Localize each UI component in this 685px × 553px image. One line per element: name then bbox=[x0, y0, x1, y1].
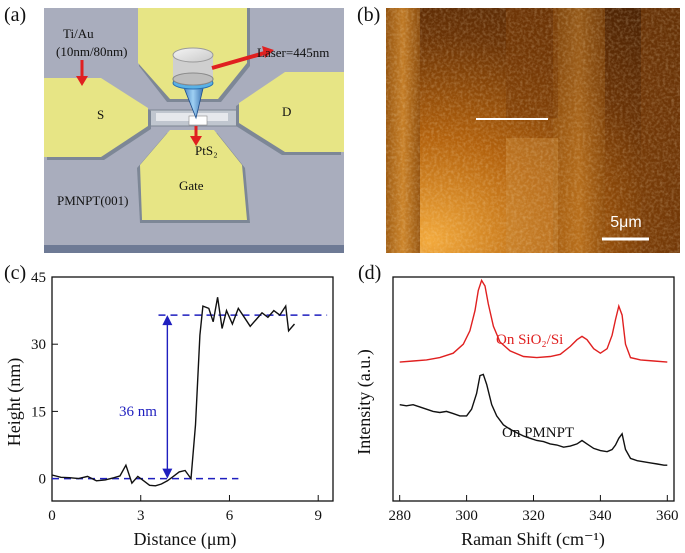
step-height-annotation: 36 nm bbox=[119, 404, 157, 420]
laser-label: Laser=445nm bbox=[257, 45, 329, 60]
panel-c-label: (c) bbox=[4, 262, 27, 284]
x-tick-label: 340 bbox=[589, 508, 612, 524]
annotation-arrows bbox=[76, 46, 274, 146]
height-profile-chart: 0 3 6 9 0 15 30 45 Distance (μm) Height (nm) 36… bbox=[4, 270, 334, 550]
y-tick-label: 15 bbox=[31, 404, 46, 420]
raman-line-sio2 bbox=[399, 278, 668, 363]
raman-line-pmnpt bbox=[399, 373, 668, 466]
y-tick-label: 0 bbox=[39, 472, 47, 488]
height-arrow-head-top bbox=[162, 315, 173, 326]
plot-frame bbox=[51, 276, 334, 502]
afm-image: 5μm bbox=[386, 8, 680, 253]
panel-d-label: (d) bbox=[358, 262, 382, 284]
source-electrode bbox=[44, 78, 148, 157]
material-label: PtS₂ bbox=[195, 143, 218, 158]
device-schematic: Ti/Au (10nm/80nm) S D Gate Laser=445nm P… bbox=[44, 8, 344, 253]
x-tick-label: 9 bbox=[314, 508, 322, 524]
x-tick-label: 300 bbox=[455, 508, 478, 524]
panel-b-label: (b) bbox=[357, 4, 381, 26]
y-tick-label: 30 bbox=[31, 337, 46, 353]
x-tick-label: 6 bbox=[226, 508, 234, 524]
height-arrow-head-bottom bbox=[162, 468, 173, 479]
x-tick-label: 0 bbox=[48, 508, 56, 524]
x-tick-label: 280 bbox=[388, 508, 411, 524]
drain-electrode bbox=[239, 72, 344, 152]
x-axis-label: Raman Shift (cm⁻¹) bbox=[461, 529, 605, 550]
y-tick-label: 45 bbox=[31, 270, 46, 286]
height-profile-line bbox=[51, 297, 296, 487]
scale-bar-label: 5μm bbox=[610, 214, 641, 231]
series-label-pmnpt: On PMNPT bbox=[502, 425, 574, 441]
panel-a-label: (a) bbox=[4, 4, 27, 26]
x-tick-label: 320 bbox=[522, 508, 545, 524]
y-axis-label: Height (nm) bbox=[4, 358, 25, 446]
raman-spectra-chart: 280 300 320 340 360 Raman Shift (cm⁻¹) Inten… bbox=[354, 276, 679, 550]
layer-label: Ti/Au bbox=[63, 26, 94, 41]
gate-electrode bbox=[140, 130, 247, 220]
layer-thickness-label: (10nm/80nm) bbox=[56, 44, 128, 59]
pts2-flake bbox=[188, 115, 208, 126]
gate-label: Gate bbox=[179, 178, 204, 193]
substrate-label: PMNPT(001) bbox=[57, 193, 129, 208]
drain-label: D bbox=[282, 104, 291, 119]
objective-lens-icon bbox=[172, 47, 214, 63]
plot-frame bbox=[392, 276, 675, 502]
source-label: S bbox=[97, 107, 104, 122]
x-tick-label: 360 bbox=[656, 508, 679, 524]
series-label-sio2: On SiO₂/Si bbox=[496, 332, 563, 348]
y-axis-label: Intensity (a.u.) bbox=[354, 349, 375, 454]
x-axis-label: Distance (μm) bbox=[133, 529, 236, 550]
x-tick-label: 3 bbox=[137, 508, 145, 524]
